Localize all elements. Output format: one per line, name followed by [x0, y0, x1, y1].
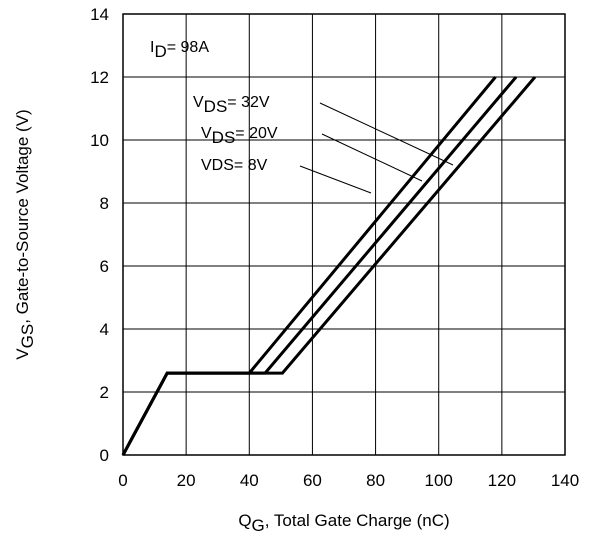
y-tick-label: 6 [100, 257, 109, 276]
series-label-1: VDS= 32V [193, 94, 270, 116]
y-tick-label: 0 [100, 446, 109, 465]
y-tick-label: 12 [90, 68, 109, 87]
x-tick-label: 140 [551, 471, 579, 490]
x-tick-label: 120 [488, 471, 516, 490]
series-label-2: VDS= 20V [201, 125, 278, 147]
id-annotation: ID= 98A [150, 39, 209, 61]
x-axis-title: QG, Total Gate Charge (nC) [238, 511, 449, 535]
series-line-3 [121, 76, 537, 456]
y-tick-label: 8 [100, 194, 109, 213]
y-tick-label: 10 [90, 131, 109, 150]
x-tick-label: 100 [425, 471, 453, 490]
x-tick-label: 60 [303, 471, 322, 490]
y-tick-label: 4 [100, 320, 109, 339]
series-leader-line-3 [299, 165, 372, 194]
series-label-3: VDS= 8V [201, 157, 268, 174]
y-tick-label: 14 [90, 5, 109, 24]
plot-frame [122, 13, 566, 456]
series-leader-line-1 [319, 102, 454, 166]
x-tick-label: 0 [118, 471, 127, 490]
y-axis-title: VGS, Gate-to-Source Voltage (V) [13, 109, 37, 359]
series-leader-line-2 [321, 133, 423, 182]
y-tick-label: 2 [100, 383, 109, 402]
x-tick-label: 20 [177, 471, 196, 490]
x-tick-label: 80 [366, 471, 385, 490]
x-tick-label: 40 [240, 471, 259, 490]
